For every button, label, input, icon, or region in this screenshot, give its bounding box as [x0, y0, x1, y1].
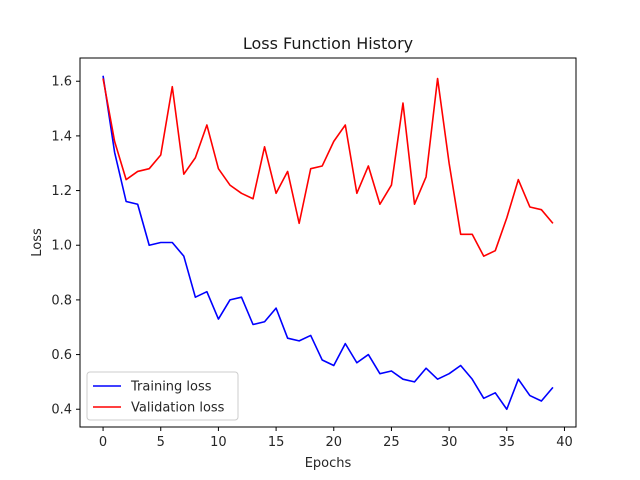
plot-frame	[79, 57, 577, 428]
y-tick-label: 0.6	[51, 348, 72, 363]
y-tick-label: 1.0	[51, 239, 72, 254]
chart-title: Loss Function History	[243, 34, 413, 53]
x-tick-label: 25	[383, 435, 400, 450]
legend: Training loss Validation loss	[86, 371, 239, 421]
legend-box	[86, 371, 239, 421]
x-tick-label: 30	[441, 435, 458, 450]
x-tick-label: 15	[268, 435, 285, 450]
x-tick-label: 40	[556, 435, 573, 450]
y-tick-label: 1.2	[51, 184, 72, 199]
y-tick-label: 1.6	[51, 75, 72, 90]
x-tick-label: 0	[99, 435, 107, 450]
y-tick-label: 0.8	[51, 293, 72, 308]
series-line-validation	[102, 77, 554, 257]
x-tick-label: 20	[325, 435, 342, 450]
y-tick-label: 1.4	[51, 129, 72, 144]
y-axis-label: Loss	[30, 228, 45, 257]
x-tick-label: 5	[157, 435, 165, 450]
legend-label-validation: Validation loss	[131, 401, 225, 416]
x-tick-label: 10	[210, 435, 227, 450]
series-line-training	[102, 75, 554, 411]
y-tick-label: 0.4	[51, 403, 72, 418]
x-axis-label: Epochs	[305, 456, 352, 471]
x-tick-label: 35	[499, 435, 516, 450]
legend-label-training: Training loss	[130, 380, 212, 395]
